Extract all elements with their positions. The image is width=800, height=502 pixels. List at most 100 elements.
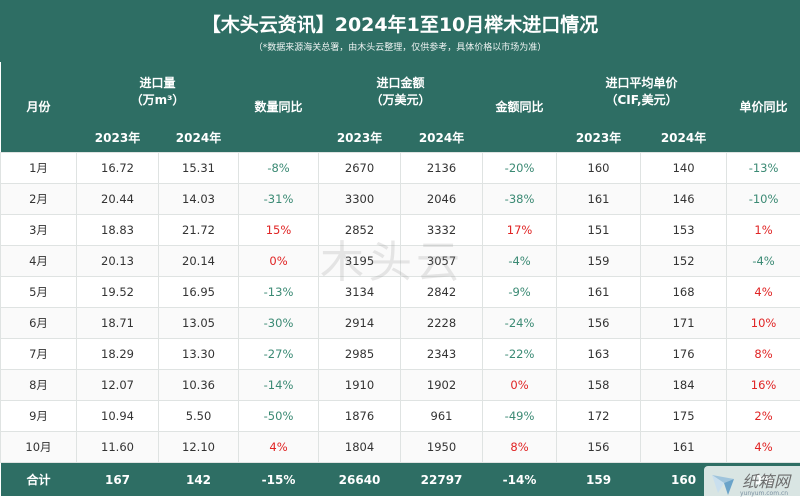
amount-2024-cell: 961 [400, 400, 484, 432]
table-header: 月份 进口量 （万m³） 数量同比 进口金额 （万美元） 金额同比 进口平均单价 （C… [0, 62, 800, 153]
table-row: 10月 11.60 12.10 4% 1804 1950 8% 156 161 4% [0, 431, 800, 463]
total-amount-2023: 26640 [318, 462, 401, 496]
amount-header: 进口金额 （万美元） [318, 62, 483, 122]
qty-2023-cell: 18.71 [76, 307, 159, 339]
table-row: 8月 12.07 10.36 -14% 1910 1902 0% 158 184 16% [0, 369, 800, 401]
amount-yoy-cell: -38% [482, 183, 558, 215]
qty-2023-cell: 20.44 [76, 183, 159, 215]
amount-yoy-cell: -4% [482, 245, 558, 277]
qty-2023-cell: 18.29 [76, 338, 159, 370]
price-2023-cell: 163 [556, 338, 642, 370]
price-yoy-cell: 2% [726, 400, 800, 432]
qty-header: 进口量 （万m³） [76, 62, 239, 122]
page-title: 【木头云资讯】2024年1至10月榉木进口情况 [201, 14, 599, 36]
total-qty-yoy: -15% [238, 462, 319, 496]
price-2023-cell: 159 [556, 245, 642, 277]
price-header-unit: （CIF,美元） [605, 93, 678, 107]
amount-yoy-header: 金额同比 [482, 62, 557, 153]
amount-2024-cell: 1902 [400, 369, 484, 401]
table-footer: 合计 167 142 -15% 26640 22797 -14% 159 160… [0, 462, 800, 496]
amount-yoy-cell: -49% [482, 400, 558, 432]
total-qty-2023: 167 [76, 462, 159, 496]
qty-yoy-header: 数量同比 [238, 62, 319, 153]
title-bar: 【木头云资讯】2024年1至10月榉木进口情况 （*数据来源海关总署，由木头云整… [0, 0, 800, 62]
qty-yoy-cell: -30% [238, 307, 320, 339]
price-2024-header: 2024年 [640, 122, 727, 153]
month-cell: 5月 [0, 276, 77, 308]
qty-yoy-cell: -31% [238, 183, 320, 215]
table-row: 5月 19.52 16.95 -13% 3134 2842 -9% 161 168 4% [0, 276, 800, 308]
table-row: 2月 20.44 14.03 -31% 3300 2046 -38% 161 146 -10% [0, 183, 800, 215]
price-yoy-cell: 4% [726, 276, 800, 308]
qty-2024-cell: 14.03 [157, 183, 240, 215]
month-cell: 10月 [0, 431, 77, 463]
qty-2023-cell: 18.83 [76, 214, 159, 246]
price-2023-cell: 172 [556, 400, 642, 432]
price-2023-cell: 158 [556, 369, 642, 401]
total-row: 合计 167 142 -15% 26640 22797 -14% 159 160… [0, 462, 800, 496]
total-amount-yoy: -14% [482, 462, 557, 496]
amount-2023-cell: 3300 [318, 183, 402, 215]
amount-2023-cell: 2670 [318, 152, 402, 184]
price-2024-cell: 176 [640, 338, 728, 370]
table-body: 1月 16.72 15.31 -8% 2670 2136 -20% 160 140 -13% 2月 2… [0, 152, 800, 463]
month-cell: 6月 [0, 307, 77, 339]
amount-2023-cell: 2852 [318, 214, 402, 246]
amount-2023-cell: 3195 [318, 245, 402, 277]
price-yoy-cell: 16% [726, 369, 800, 401]
amount-2024-cell: 2228 [400, 307, 484, 339]
price-2024-cell: 152 [640, 245, 728, 277]
amount-2024-cell: 2136 [400, 152, 484, 184]
qty-2024-cell: 13.30 [157, 338, 240, 370]
month-cell: 7月 [0, 338, 77, 370]
amount-yoy-cell: 8% [482, 431, 558, 463]
total-price-2023: 159 [556, 462, 641, 496]
qty-2024-cell: 15.31 [157, 152, 240, 184]
amount-2024-cell: 2046 [400, 183, 484, 215]
qty-2023-cell: 20.13 [76, 245, 159, 277]
month-cell: 3月 [0, 214, 77, 246]
month-cell: 9月 [0, 400, 77, 432]
amount-yoy-cell: -22% [482, 338, 558, 370]
qty-header-label: 进口量 [139, 76, 176, 90]
price-2024-cell: 161 [640, 431, 728, 463]
data-source-note: （*数据来源海关总署，由木头云整理，仅供参考，具体价格以市场为准） [253, 43, 547, 53]
amount-2024-cell: 2842 [400, 276, 484, 308]
qty-yoy-cell: 0% [238, 245, 320, 277]
logo-url: yunyum.com.cn [740, 490, 789, 497]
price-yoy-cell: -10% [726, 183, 800, 215]
month-cell: 8月 [0, 369, 77, 401]
amount-2024-cell: 3332 [400, 214, 484, 246]
amount-2024-cell: 2343 [400, 338, 484, 370]
amount-2024-cell: 1950 [400, 431, 484, 463]
qty-yoy-cell: -14% [238, 369, 320, 401]
qty-2023-header: 2023年 [76, 122, 159, 153]
logo-icon [712, 475, 734, 495]
price-yoy-cell: 1% [726, 214, 800, 246]
amount-2024-header: 2024年 [400, 122, 483, 153]
price-2023-cell: 151 [556, 214, 642, 246]
qty-2023-cell: 11.60 [76, 431, 159, 463]
price-yoy-cell: -13% [726, 152, 800, 184]
qty-yoy-cell: -8% [238, 152, 320, 184]
price-2024-cell: 168 [640, 276, 728, 308]
qty-2024-header: 2024年 [158, 122, 239, 153]
table-row: 6月 18.71 13.05 -30% 2914 2228 -24% 156 171 10% [0, 307, 800, 339]
amount-2023-cell: 1804 [318, 431, 402, 463]
qty-2024-cell: 5.50 [157, 400, 240, 432]
qty-2024-cell: 20.14 [157, 245, 240, 277]
table-row: 9月 10.94 5.50 -50% 1876 961 -49% 172 175 2% [0, 400, 800, 432]
month-cell: 4月 [0, 245, 77, 277]
price-yoy-cell: 10% [726, 307, 800, 339]
month-cell: 2月 [0, 183, 77, 215]
price-2023-cell: 161 [556, 183, 642, 215]
price-2023-header: 2023年 [556, 122, 641, 153]
qty-yoy-cell: 15% [238, 214, 320, 246]
qty-2024-cell: 16.95 [157, 276, 240, 308]
table-row: 7月 18.29 13.30 -27% 2985 2343 -22% 163 176 8% [0, 338, 800, 370]
price-2024-cell: 184 [640, 369, 728, 401]
qty-yoy-cell: 4% [238, 431, 320, 463]
month-header: 月份 [0, 62, 77, 153]
qty-yoy-cell: -27% [238, 338, 320, 370]
